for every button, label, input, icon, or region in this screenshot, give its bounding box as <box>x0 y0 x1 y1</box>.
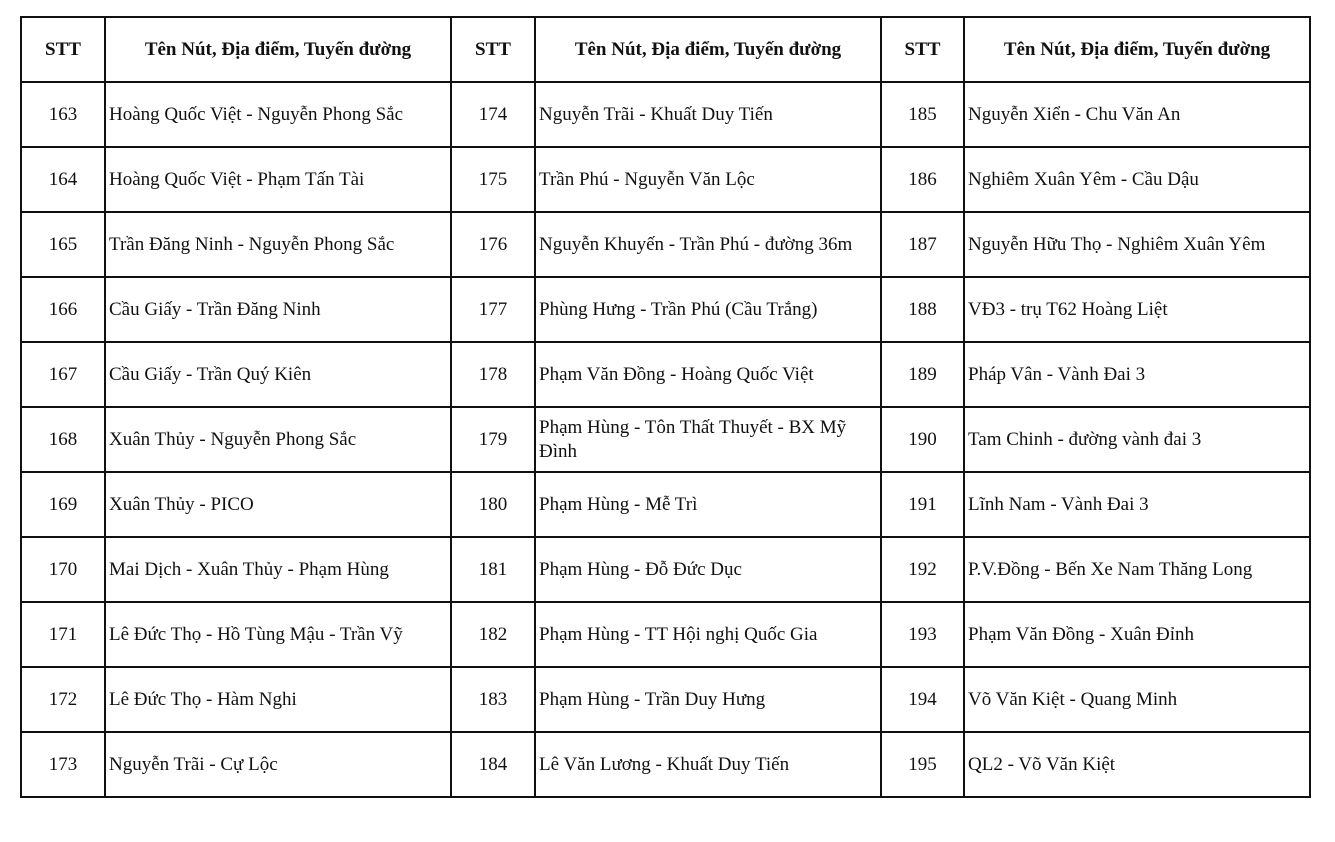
location-cell: Hoàng Quốc Việt - Phạm Tấn Tài <box>104 146 452 213</box>
location-cell: Trần Phú - Nguyễn Văn Lộc <box>534 146 882 213</box>
location-cell: Võ Văn Kiệt - Quang Minh <box>963 666 1311 733</box>
location-cell: Phạm Hùng - TT Hội nghị Quốc Gia <box>534 601 882 668</box>
location-cell: Lê Văn Lương - Khuất Duy Tiến <box>534 731 882 798</box>
stt-cell: 165 <box>20 211 106 278</box>
stt-cell: 195 <box>880 731 965 798</box>
location-cell: Cầu Giấy - Trần Quý Kiên <box>104 341 452 408</box>
intersection-table: STT Tên Nút, Địa điểm, Tuyến đường STT Tên … <box>20 16 1311 798</box>
table-row: 167 Cầu Giấy - Trần Quý Kiên 178 Phạm Văn Đ… <box>20 341 1311 408</box>
location-cell: Pháp Vân - Vành Đai 3 <box>963 341 1311 408</box>
stt-cell: 170 <box>20 536 106 603</box>
stt-cell: 191 <box>880 471 965 538</box>
location-cell: Phạm Hùng - Trần Duy Hưng <box>534 666 882 733</box>
column-header-stt: STT <box>20 16 106 83</box>
stt-cell: 179 <box>450 406 536 473</box>
table-row: 169 Xuân Thủy - PICO 180 Phạm Hùng - Mễ Trì… <box>20 471 1311 538</box>
table-row: 166 Cầu Giấy - Trần Đăng Ninh 177 Phùng Hưn… <box>20 276 1311 343</box>
stt-cell: 186 <box>880 146 965 213</box>
stt-cell: 168 <box>20 406 106 473</box>
stt-cell: 177 <box>450 276 536 343</box>
location-cell: Tam Chinh - đường vành đai 3 <box>963 406 1311 473</box>
table-row: 168 Xuân Thủy - Nguyễn Phong Sắc 179 Phạm H… <box>20 406 1311 473</box>
stt-cell: 164 <box>20 146 106 213</box>
location-cell: Mai Dịch - Xuân Thủy - Phạm Hùng <box>104 536 452 603</box>
column-header-name: Tên Nút, Địa điểm, Tuyến đường <box>104 16 452 83</box>
stt-cell: 178 <box>450 341 536 408</box>
location-cell: Lê Đức Thọ - Hồ Tùng Mậu - Trần Vỹ <box>104 601 452 668</box>
stt-cell: 187 <box>880 211 965 278</box>
header-row: STT Tên Nút, Địa điểm, Tuyến đường STT Tên … <box>20 16 1311 83</box>
table-row: 171 Lê Đức Thọ - Hồ Tùng Mậu - Trần Vỹ 182… <box>20 601 1311 668</box>
location-cell: Phạm Văn Đồng - Hoàng Quốc Việt <box>534 341 882 408</box>
stt-cell: 182 <box>450 601 536 668</box>
stt-cell: 172 <box>20 666 106 733</box>
stt-cell: 193 <box>880 601 965 668</box>
location-cell: Nguyễn Trãi - Cự Lộc <box>104 731 452 798</box>
table-row: 172 Lê Đức Thọ - Hàm Nghi 183 Phạm Hùng - T… <box>20 666 1311 733</box>
stt-cell: 167 <box>20 341 106 408</box>
location-cell: Nguyễn Hữu Thọ - Nghiêm Xuân Yêm <box>963 211 1311 278</box>
location-cell: QL2 - Võ Văn Kiệt <box>963 731 1311 798</box>
stt-cell: 166 <box>20 276 106 343</box>
stt-cell: 180 <box>450 471 536 538</box>
column-header-name: Tên Nút, Địa điểm, Tuyến đường <box>534 16 882 83</box>
location-cell: Nguyễn Trãi - Khuất Duy Tiến <box>534 81 882 148</box>
column-header-stt: STT <box>880 16 965 83</box>
location-cell: Trần Đăng Ninh - Nguyễn Phong Sắc <box>104 211 452 278</box>
column-header-stt: STT <box>450 16 536 83</box>
table-row: 163 Hoàng Quốc Việt - Nguyễn Phong Sắc 174… <box>20 81 1311 148</box>
stt-cell: 174 <box>450 81 536 148</box>
stt-cell: 173 <box>20 731 106 798</box>
stt-cell: 183 <box>450 666 536 733</box>
location-cell: Phạm Hùng - Đỗ Đức Dục <box>534 536 882 603</box>
stt-cell: 188 <box>880 276 965 343</box>
stt-cell: 163 <box>20 81 106 148</box>
stt-cell: 181 <box>450 536 536 603</box>
location-cell: Phạm Hùng - Mễ Trì <box>534 471 882 538</box>
stt-cell: 184 <box>450 731 536 798</box>
table-row: 165 Trần Đăng Ninh - Nguyễn Phong Sắc 176 N… <box>20 211 1311 278</box>
location-cell: Nghiêm Xuân Yêm - Cầu Dậu <box>963 146 1311 213</box>
stt-cell: 189 <box>880 341 965 408</box>
stt-cell: 194 <box>880 666 965 733</box>
location-cell: VĐ3 - trụ T62 Hoàng Liệt <box>963 276 1311 343</box>
stt-cell: 185 <box>880 81 965 148</box>
location-cell: Phạm Hùng - Tôn Thất Thuyết - BX Mỹ Đình <box>534 406 882 473</box>
location-cell: Lê Đức Thọ - Hàm Nghi <box>104 666 452 733</box>
location-cell: Phùng Hưng - Trần Phú (Cầu Trắng) <box>534 276 882 343</box>
stt-cell: 192 <box>880 536 965 603</box>
table-row: 173 Nguyễn Trãi - Cự Lộc 184 Lê Văn Lương -… <box>20 731 1311 798</box>
table-row: 170 Mai Dịch - Xuân Thủy - Phạm Hùng 181 Ph… <box>20 536 1311 603</box>
stt-cell: 169 <box>20 471 106 538</box>
location-cell: Hoàng Quốc Việt - Nguyễn Phong Sắc <box>104 81 452 148</box>
stt-cell: 190 <box>880 406 965 473</box>
stt-cell: 171 <box>20 601 106 668</box>
location-cell: Nguyễn Xiển - Chu Văn An <box>963 81 1311 148</box>
column-header-name: Tên Nút, Địa điểm, Tuyến đường <box>963 16 1311 83</box>
location-cell: Phạm Văn Đồng - Xuân Đỉnh <box>963 601 1311 668</box>
stt-cell: 175 <box>450 146 536 213</box>
location-cell: Xuân Thủy - Nguyễn Phong Sắc <box>104 406 452 473</box>
location-cell: P.V.Đồng - Bến Xe Nam Thăng Long <box>963 536 1311 603</box>
stt-cell: 176 <box>450 211 536 278</box>
location-cell: Lĩnh Nam - Vành Đai 3 <box>963 471 1311 538</box>
location-cell: Cầu Giấy - Trần Đăng Ninh <box>104 276 452 343</box>
location-cell: Xuân Thủy - PICO <box>104 471 452 538</box>
table-row: 164 Hoàng Quốc Việt - Phạm Tấn Tài 175 Trần… <box>20 146 1311 213</box>
location-cell: Nguyễn Khuyến - Trần Phú - đường 36m <box>534 211 882 278</box>
